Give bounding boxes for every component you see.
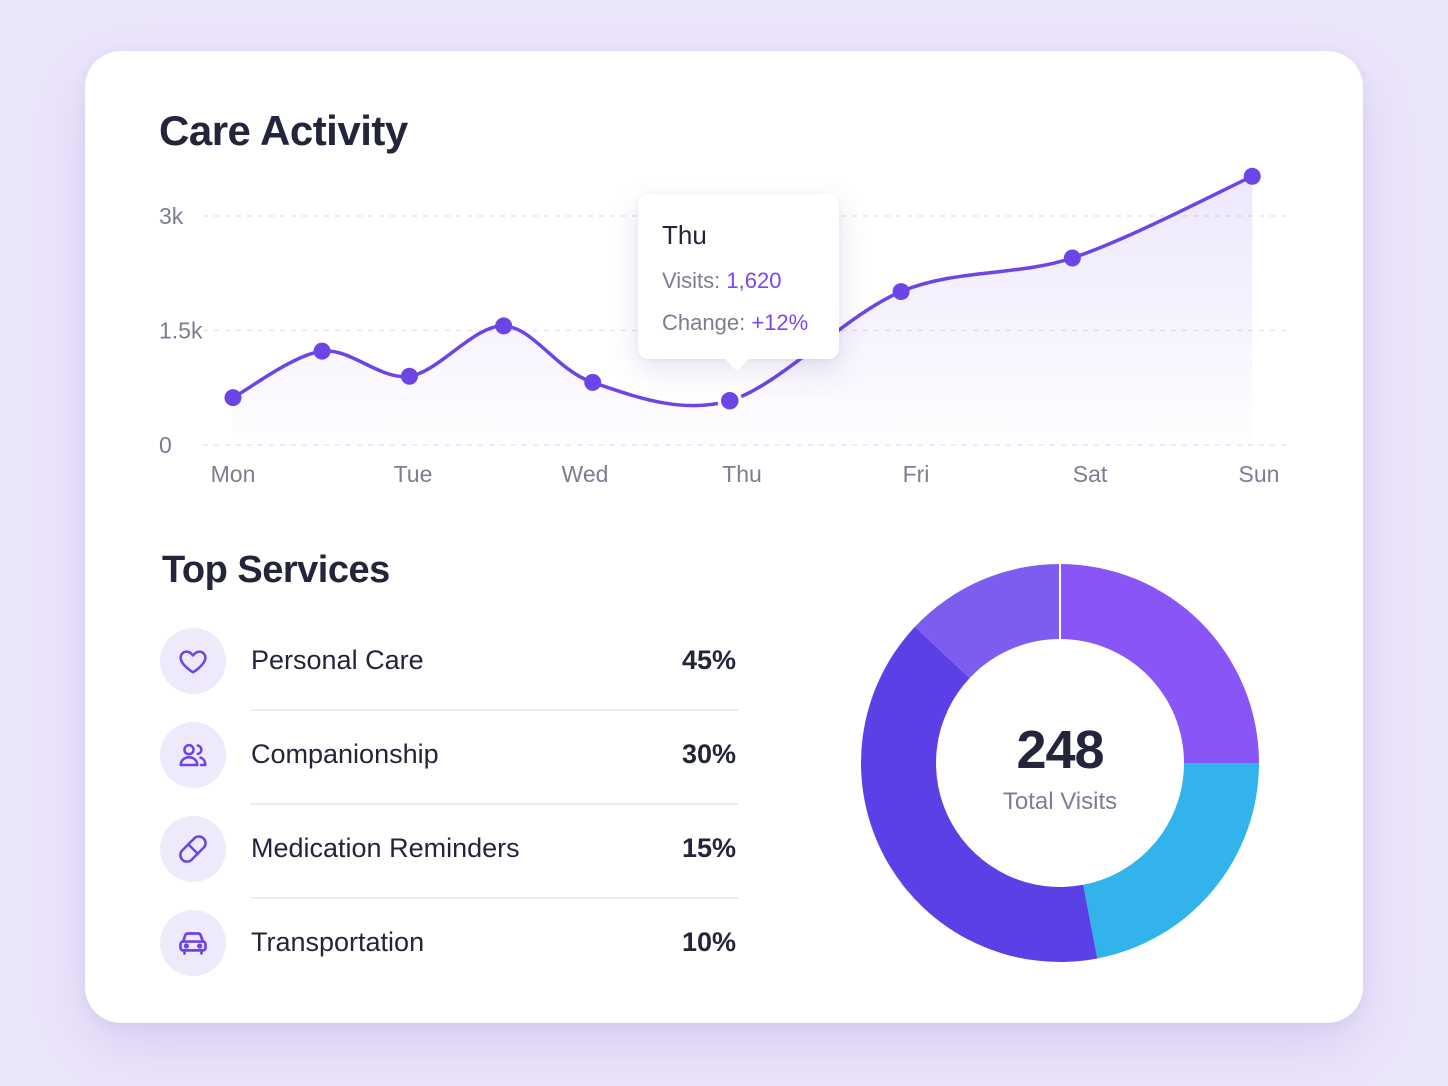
- x-tick-label: Fri: [903, 461, 930, 487]
- total-visits-label: Total Visits: [1002, 788, 1118, 815]
- x-tick-label: Wed: [562, 461, 609, 487]
- activity-title: Care Activity: [159, 107, 408, 154]
- x-tick-label: Tue: [394, 461, 433, 487]
- divider: [251, 709, 738, 711]
- data-point[interactable]: [1243, 167, 1261, 185]
- tooltip-visits: Visits: 1,620: [662, 268, 781, 294]
- service-label: Medication Reminders: [251, 833, 520, 863]
- donut-segment-transportation[interactable]: [914, 564, 1060, 679]
- divider: [251, 803, 738, 805]
- tooltip-change: Change: +12%: [662, 310, 808, 336]
- service-label: Transportation: [251, 927, 425, 957]
- tooltip-visits-value: 1,620: [726, 268, 782, 293]
- divider: [251, 897, 738, 899]
- service-row-personal-care[interactable]: Personal Care 45%: [160, 627, 738, 721]
- data-point[interactable]: [224, 389, 242, 407]
- service-label: Personal Care: [251, 645, 424, 675]
- dashboard-card: Care Activity 0 1.5k 3k Mon Tue Wed Thu Fri Sat S…: [85, 51, 1363, 1023]
- pill-icon: [160, 816, 226, 882]
- data-point[interactable]: [1063, 249, 1081, 267]
- total-visits-value: 248: [1016, 720, 1104, 780]
- donut-segment-personal-care[interactable]: [1060, 564, 1259, 763]
- service-percent: 15%: [681, 833, 736, 863]
- data-point[interactable]: [495, 317, 513, 335]
- highlighted-data-point[interactable]: [717, 388, 743, 413]
- visits-line: [231, 174, 1254, 408]
- donut-segment-medication-reminders[interactable]: [861, 626, 1098, 962]
- care-activity-line-chart: 0 1.5k 3k Mon Tue Wed Thu Fri Sat Sun: [159, 167, 1288, 487]
- x-tick-label: Mon: [211, 461, 256, 487]
- y-tick-label: 3k: [159, 203, 184, 229]
- chart-tooltip: Thu Visits: 1,620 Change: +12%: [638, 194, 839, 371]
- service-row-transportation[interactable]: Transportation 10%: [160, 909, 738, 1003]
- y-tick-label: 1.5k: [159, 318, 203, 344]
- service-row-medication-reminders[interactable]: Medication Reminders 15%: [160, 815, 738, 909]
- services-donut-chart: [861, 564, 1259, 962]
- data-point[interactable]: [400, 367, 418, 385]
- donut-segment-companionship[interactable]: [1083, 763, 1259, 959]
- users-icon: [160, 722, 226, 788]
- services-title: Top Services: [162, 549, 390, 591]
- service-row-companionship[interactable]: Companionship 30%: [160, 721, 738, 815]
- line-area-fill: [233, 176, 1253, 445]
- x-tick-label: Sun: [1239, 461, 1280, 487]
- tooltip-visits-label: Visits:: [662, 268, 721, 293]
- data-point[interactable]: [313, 342, 331, 360]
- x-tick-label: Thu: [722, 461, 762, 487]
- service-list: Personal Care 45% Companionship 30%: [160, 627, 738, 1003]
- y-tick-label: 0: [159, 432, 172, 458]
- tooltip-change-label: Change:: [662, 310, 746, 335]
- heart-icon: [160, 628, 226, 694]
- service-percent: 45%: [681, 645, 736, 675]
- x-tick-label: Sat: [1073, 461, 1108, 487]
- tooltip-day: Thu: [662, 220, 707, 250]
- car-icon: [160, 910, 226, 976]
- service-percent: 30%: [681, 739, 736, 769]
- service-label: Companionship: [251, 739, 439, 769]
- tooltip-change-value: +12%: [751, 310, 809, 335]
- data-point[interactable]: [892, 283, 910, 301]
- service-percent: 10%: [681, 927, 736, 957]
- data-point[interactable]: [584, 373, 602, 391]
